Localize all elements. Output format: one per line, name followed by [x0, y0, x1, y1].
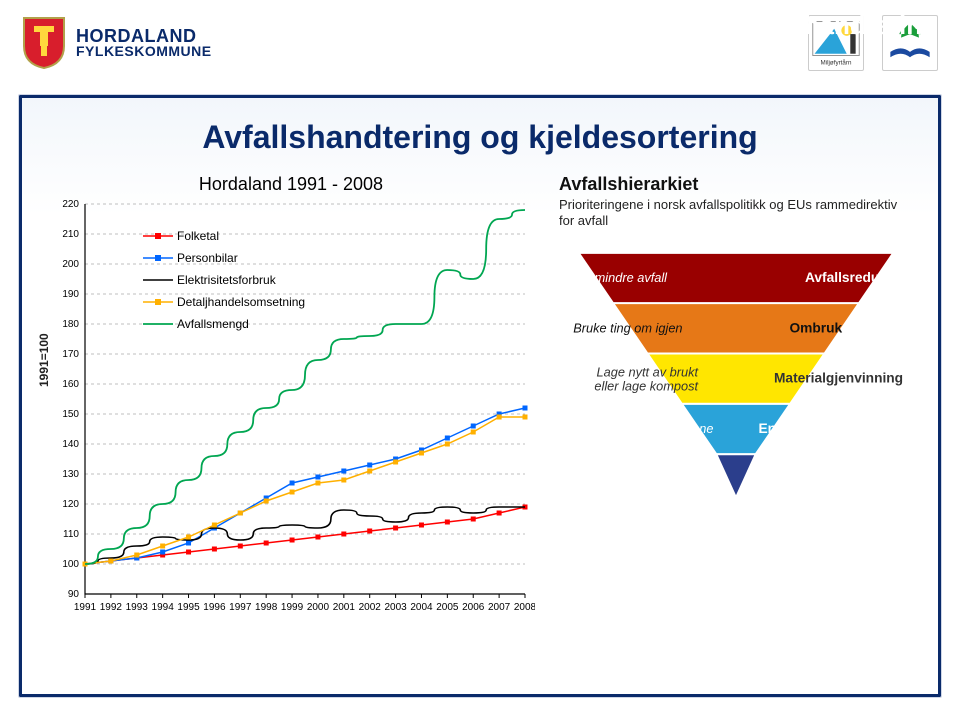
svg-text:2003: 2003: [384, 602, 407, 613]
svg-text:2005: 2005: [436, 602, 459, 613]
content-card: Avfallshandtering og kjeldesortering Hor…: [18, 94, 942, 698]
svg-text:Detaljhandelsomsetning: Detaljhandelsomsetning: [177, 295, 305, 309]
chart-title: Hordaland 1991 - 2008: [41, 174, 541, 195]
svg-text:Elektrisitetsforbruk: Elektrisitetsforbruk: [177, 273, 277, 287]
svg-text:2008: 2008: [514, 602, 535, 613]
svg-text:2002: 2002: [359, 602, 382, 613]
pyramid-svg: Avfallsreduksjon Lage mindre avfall Ombruk…: [559, 240, 913, 600]
svg-text:1998: 1998: [255, 602, 278, 613]
y-axis-label: 1991=100: [37, 333, 51, 387]
topic-title: Avfallshandtering: [719, 10, 938, 41]
svg-text:2000: 2000: [307, 602, 330, 613]
chart-svg: 90 100 110 120 130 140 150 160 170 180 190 200 210 22…: [41, 196, 535, 622]
svg-text:1995: 1995: [177, 602, 200, 613]
svg-text:150: 150: [62, 409, 79, 420]
main-title: Avfallshandtering og kjeldesortering: [39, 119, 921, 156]
svg-text:Ombruk: Ombruk: [789, 320, 842, 335]
svg-text:2006: 2006: [462, 602, 485, 613]
brand: HORDALAND FYLKESKOMMUNE: [22, 16, 212, 70]
svg-text:Bruke ting om igjen: Bruke ting om igjen: [573, 320, 682, 335]
svg-text:170: 170: [62, 349, 79, 360]
svg-text:Folketal: Folketal: [177, 229, 219, 243]
svg-text:120: 120: [62, 499, 79, 510]
svg-text:1999: 1999: [281, 602, 304, 613]
svg-text:1996: 1996: [203, 602, 226, 613]
svg-text:Avfallsreduksjon: Avfallsreduksjon: [805, 269, 913, 284]
svg-text:100: 100: [62, 559, 79, 570]
svg-text:Deponering: Deponering: [746, 467, 822, 482]
topic-title-wrap: Avfallshandtering: [719, 10, 938, 41]
svg-text:180: 180: [62, 319, 79, 330]
svg-text:Avfallsmengd: Avfallsmengd: [177, 317, 249, 331]
svg-text:210: 210: [62, 229, 79, 240]
svg-text:200: 200: [62, 259, 79, 270]
svg-text:130: 130: [62, 469, 79, 480]
svg-text:1992: 1992: [100, 602, 123, 613]
line-chart: Hordaland 1991 - 2008 90 100 110 120 130 140 1…: [41, 174, 541, 614]
brand-text: HORDALAND FYLKESKOMMUNE: [76, 28, 212, 57]
page: HORDALAND FYLKESKOMMUNE Miljøfyrtårn: [0, 0, 960, 716]
svg-text:1997: 1997: [229, 602, 252, 613]
svg-text:Energiutnyttelse: Energiutnyttelse: [758, 420, 866, 435]
header: HORDALAND FYLKESKOMMUNE Miljøfyrtårn: [0, 0, 960, 80]
svg-text:1994: 1994: [152, 602, 175, 613]
svg-text:Personbilar: Personbilar: [177, 251, 238, 265]
svg-text:2004: 2004: [410, 602, 433, 613]
pyramid-title: Avfallshierarkiet: [559, 174, 913, 195]
svg-text:220: 220: [62, 199, 79, 210]
svg-text:190: 190: [62, 289, 79, 300]
brand-bot: FYLKESKOMMUNE: [76, 45, 212, 58]
svg-text:Legge på fylling: Legge på fylling: [636, 467, 725, 482]
svg-text:1993: 1993: [126, 602, 149, 613]
svg-text:90: 90: [68, 589, 80, 600]
content-row: Hordaland 1991 - 2008 90 100 110 120 130 140 1…: [39, 174, 921, 614]
svg-text:Lage mindre avfall: Lage mindre avfall: [563, 269, 668, 284]
svg-text:140: 140: [62, 439, 79, 450]
svg-text:Miljøfyrtårn: Miljøfyrtårn: [821, 59, 852, 66]
pyramid-panel: Avfallshierarkiet Prioriteringene i nors…: [559, 174, 913, 605]
pyramid-subtitle: Prioriteringene i norsk avfallspolitikk …: [559, 197, 913, 230]
shield-icon: [22, 16, 66, 70]
svg-text:Materialgjenvinning: Materialgjenvinning: [774, 370, 903, 385]
svg-text:160: 160: [62, 379, 79, 390]
svg-text:Lage nytt av brukteller lage k: Lage nytt av brukteller lage kompost: [594, 364, 698, 393]
svg-text:2001: 2001: [333, 602, 356, 613]
svg-text:2007: 2007: [488, 602, 511, 613]
svg-text:110: 110: [63, 529, 79, 540]
svg-text:Brenne: Brenne: [672, 420, 713, 435]
svg-text:1991: 1991: [74, 602, 97, 613]
